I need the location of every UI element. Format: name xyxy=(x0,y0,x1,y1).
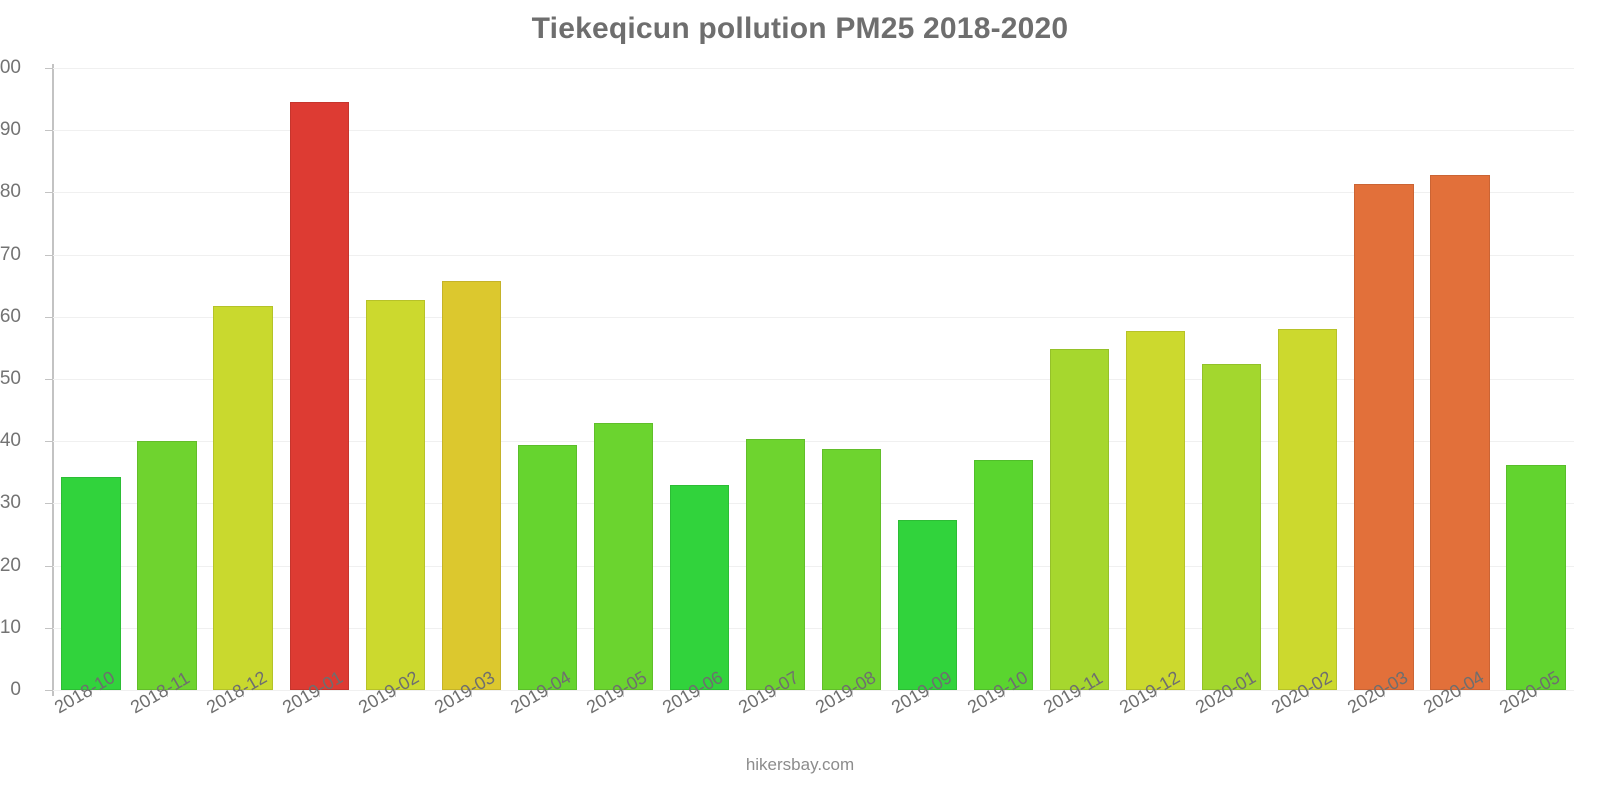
bar[interactable] xyxy=(517,444,577,690)
chart-title: Tiekeqicun pollution PM25 2018-2020 xyxy=(531,12,1069,45)
bar[interactable] xyxy=(897,520,958,690)
y-tick-mark xyxy=(45,316,53,318)
y-tick-label: 100 xyxy=(0,57,21,78)
x-tick-mark xyxy=(1079,690,1081,697)
y-axis-line xyxy=(52,64,54,696)
bar[interactable] xyxy=(973,459,1034,690)
x-tick-mark xyxy=(547,690,549,697)
x-tick-mark xyxy=(1231,690,1233,697)
bar[interactable] xyxy=(137,440,197,690)
x-tick-mark xyxy=(471,690,473,697)
y-tick-mark xyxy=(45,130,53,132)
y-tick-label: 20 xyxy=(0,554,21,576)
gridline xyxy=(53,627,1574,629)
gridline xyxy=(53,565,1574,567)
y-tick-label: 70 xyxy=(0,243,21,265)
gridline xyxy=(53,68,1574,69)
y-tick-mark xyxy=(45,690,53,691)
y-tick-label: 90 xyxy=(0,119,21,141)
bar[interactable] xyxy=(1126,331,1186,690)
bar[interactable] xyxy=(1506,464,1566,690)
y-tick-mark xyxy=(45,565,53,567)
x-tick-mark xyxy=(1307,690,1309,697)
footer-credit: hikersbay.com xyxy=(745,755,855,774)
bar[interactable] xyxy=(669,484,730,690)
x-tick-mark xyxy=(927,690,929,697)
bar[interactable] xyxy=(1430,174,1490,690)
y-tick-label: 60 xyxy=(0,305,21,327)
y-tick-label: 0 xyxy=(10,679,21,700)
y-tick-label: 40 xyxy=(0,430,21,452)
gridline xyxy=(53,192,1574,194)
bar[interactable] xyxy=(1202,364,1262,690)
gridline xyxy=(53,254,1574,256)
bar[interactable] xyxy=(441,281,501,690)
gridline xyxy=(53,316,1574,318)
x-tick-mark xyxy=(319,690,321,697)
y-tick-label: 50 xyxy=(0,368,21,389)
bar[interactable] xyxy=(745,438,806,690)
bar[interactable] xyxy=(61,477,121,690)
bar[interactable] xyxy=(1278,329,1338,690)
y-tick-mark xyxy=(45,192,53,194)
y-tick-label: 10 xyxy=(0,616,21,638)
gridline xyxy=(53,130,1574,132)
x-tick-mark xyxy=(1383,690,1385,697)
gridline xyxy=(53,441,1574,443)
bars-layer xyxy=(53,68,1574,690)
gridline xyxy=(53,690,1574,691)
y-tick-label: 30 xyxy=(0,492,21,514)
bar[interactable] xyxy=(365,300,425,690)
x-tick-mark xyxy=(243,690,245,697)
x-tick-mark xyxy=(775,690,777,697)
x-tick-mark xyxy=(623,690,625,697)
plot-area: 0 10 20 30 40 50 60 70 80 90 100 xyxy=(0,58,1574,699)
x-tick-mark xyxy=(1155,690,1157,697)
bar[interactable] xyxy=(1354,184,1414,690)
x-tick-mark xyxy=(699,690,701,697)
bar[interactable] xyxy=(289,102,349,690)
bar[interactable] xyxy=(213,305,273,690)
x-tick-mark xyxy=(395,690,397,697)
y-tick-mark xyxy=(45,379,53,380)
y-tick-mark xyxy=(45,503,53,505)
y-tick-mark xyxy=(45,441,53,443)
x-tick-mark xyxy=(851,690,853,697)
x-tick-mark xyxy=(167,690,169,697)
x-tick-mark xyxy=(91,690,93,697)
bar[interactable] xyxy=(1050,349,1110,690)
y-tick-mark xyxy=(45,254,53,256)
gridline xyxy=(53,503,1574,505)
y-tick-mark xyxy=(45,68,53,69)
x-tick-mark xyxy=(1535,690,1537,697)
y-tick-label: 80 xyxy=(0,181,21,203)
bar[interactable] xyxy=(821,449,882,690)
x-tick-mark xyxy=(1459,690,1461,697)
y-tick-mark xyxy=(45,627,53,629)
gridline xyxy=(53,379,1574,380)
bar[interactable] xyxy=(593,423,654,690)
x-tick-mark xyxy=(1003,690,1005,697)
